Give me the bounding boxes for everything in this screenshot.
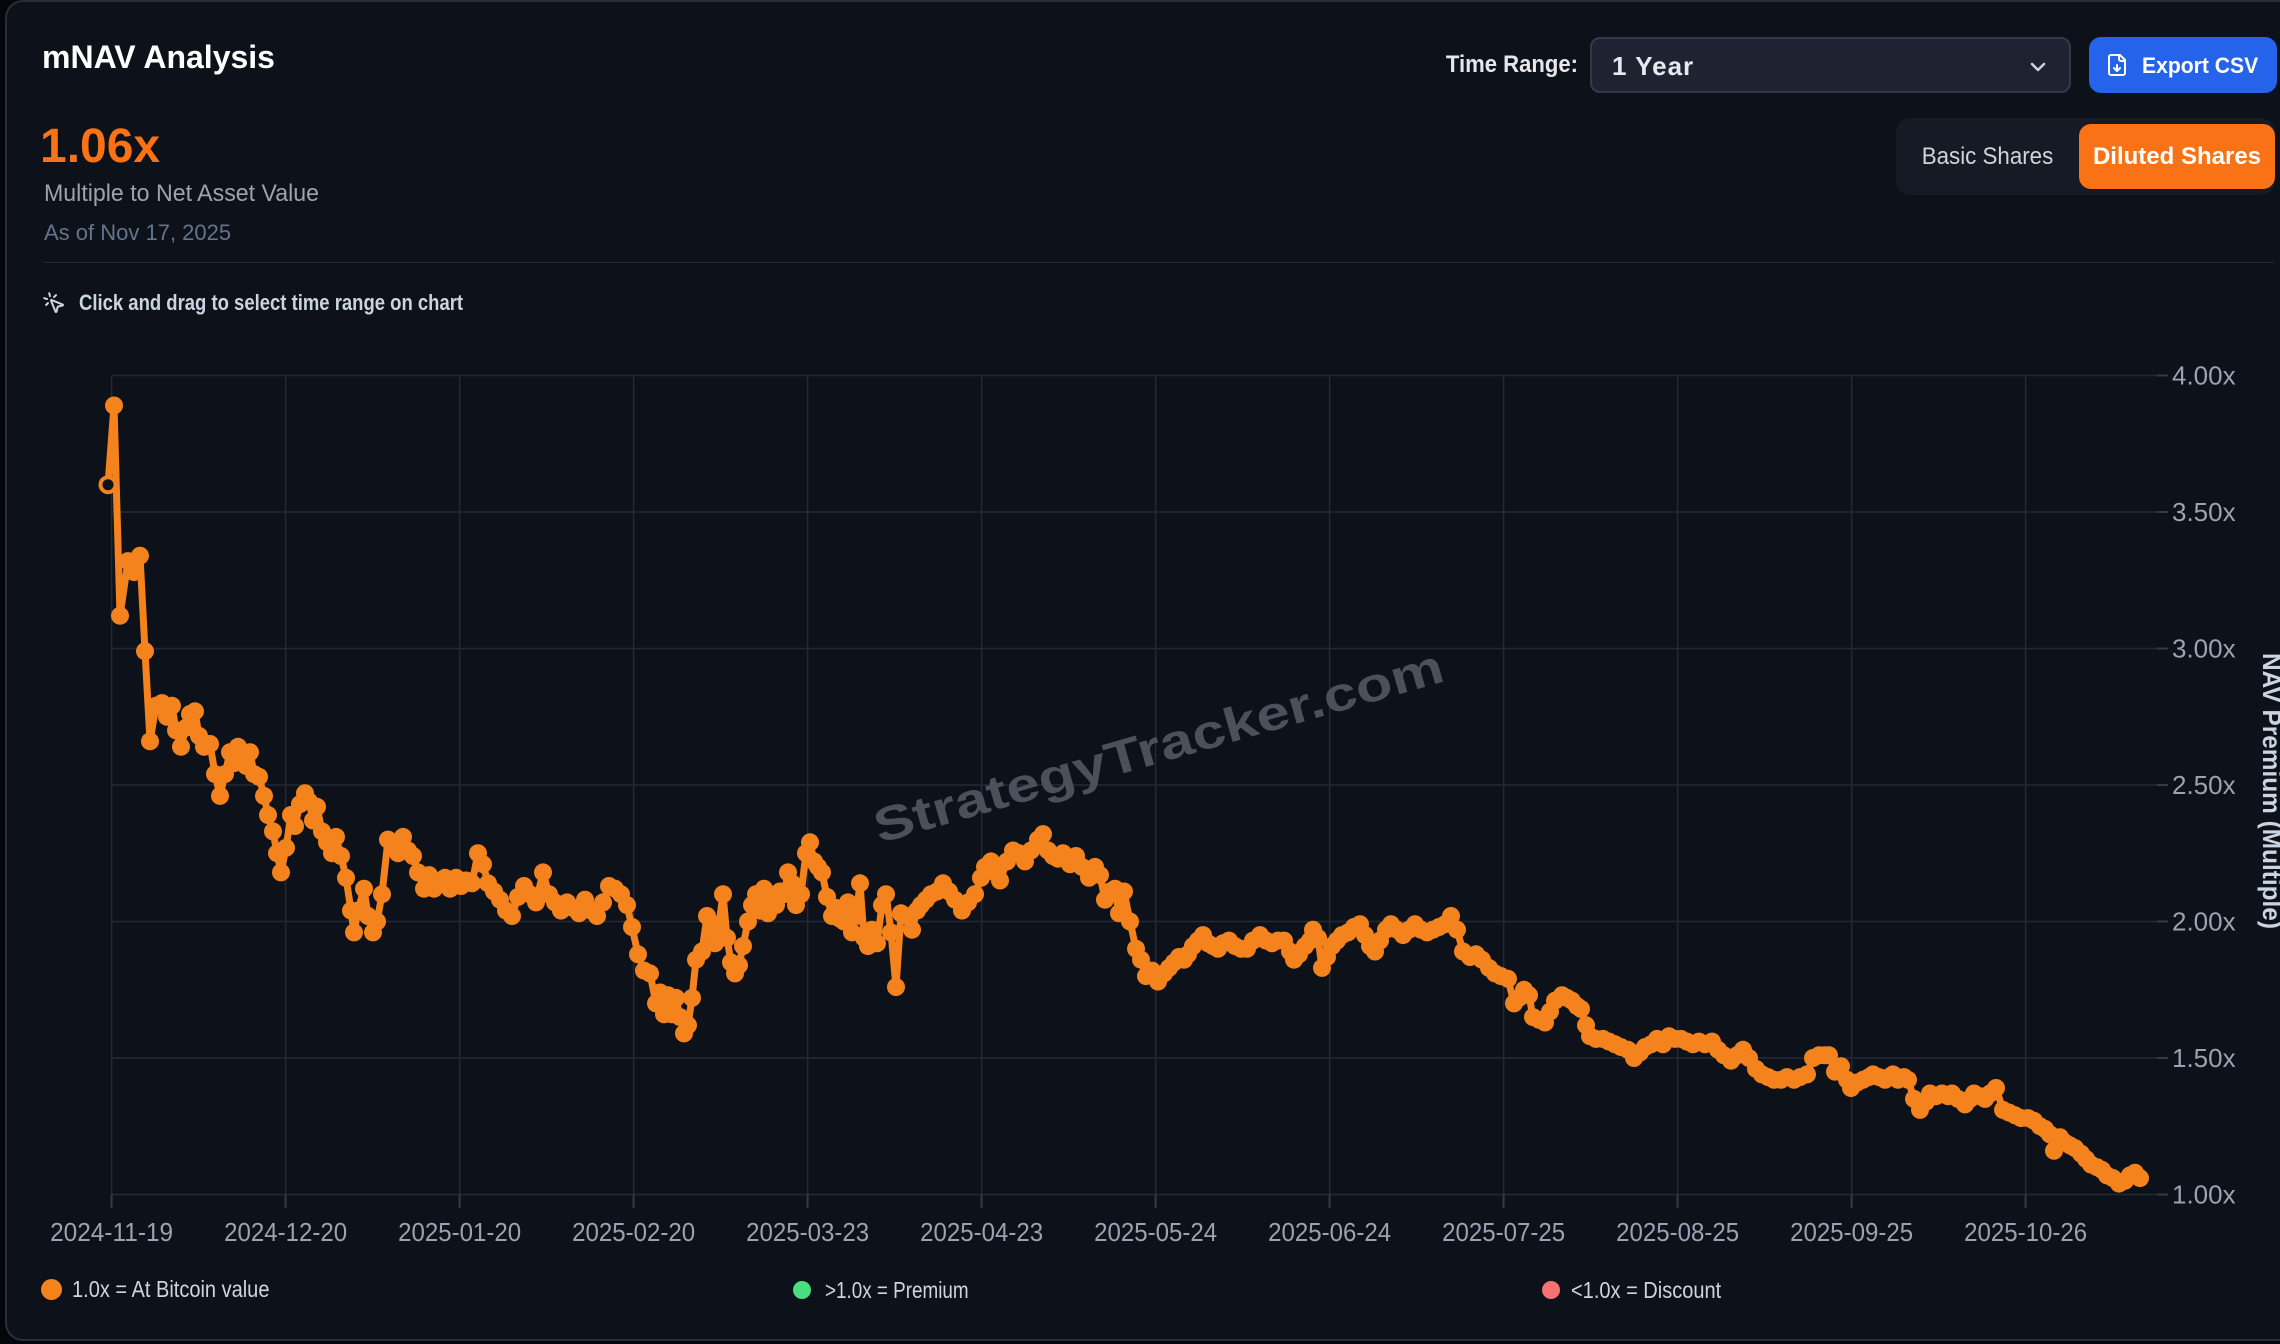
svg-text:3.50x: 3.50x: [2172, 497, 2236, 527]
svg-text:2025-08-25: 2025-08-25: [1616, 1217, 1739, 1247]
svg-text:2025-03-23: 2025-03-23: [746, 1217, 869, 1247]
svg-text:2024-12-20: 2024-12-20: [224, 1217, 347, 1247]
svg-text:2025-06-24: 2025-06-24: [1268, 1217, 1391, 1247]
svg-text:1.50x: 1.50x: [2172, 1043, 2236, 1073]
svg-text:3.00x: 3.00x: [2172, 634, 2236, 664]
svg-text:2.00x: 2.00x: [2172, 907, 2236, 937]
svg-text:2025-01-20: 2025-01-20: [398, 1217, 521, 1247]
svg-text:4.00x: 4.00x: [2172, 361, 2236, 391]
svg-text:2025-09-25: 2025-09-25: [1790, 1217, 1913, 1247]
svg-text:2025-04-23: 2025-04-23: [920, 1217, 1043, 1247]
svg-text:2024-11-19: 2024-11-19: [50, 1217, 173, 1247]
svg-text:2025-02-20: 2025-02-20: [572, 1217, 695, 1247]
svg-text:2025-07-25: 2025-07-25: [1442, 1217, 1565, 1247]
svg-text:NAV Premium (Multiple): NAV Premium (Multiple): [2257, 653, 2280, 929]
svg-text:2.50x: 2.50x: [2172, 770, 2236, 800]
svg-text:2025-05-24: 2025-05-24: [1094, 1217, 1217, 1247]
svg-text:2025-10-26: 2025-10-26: [1964, 1217, 2087, 1247]
svg-text:StrategyTracker.com: StrategyTracker.com: [868, 640, 1450, 854]
svg-text:1.00x: 1.00x: [2172, 1180, 2236, 1210]
